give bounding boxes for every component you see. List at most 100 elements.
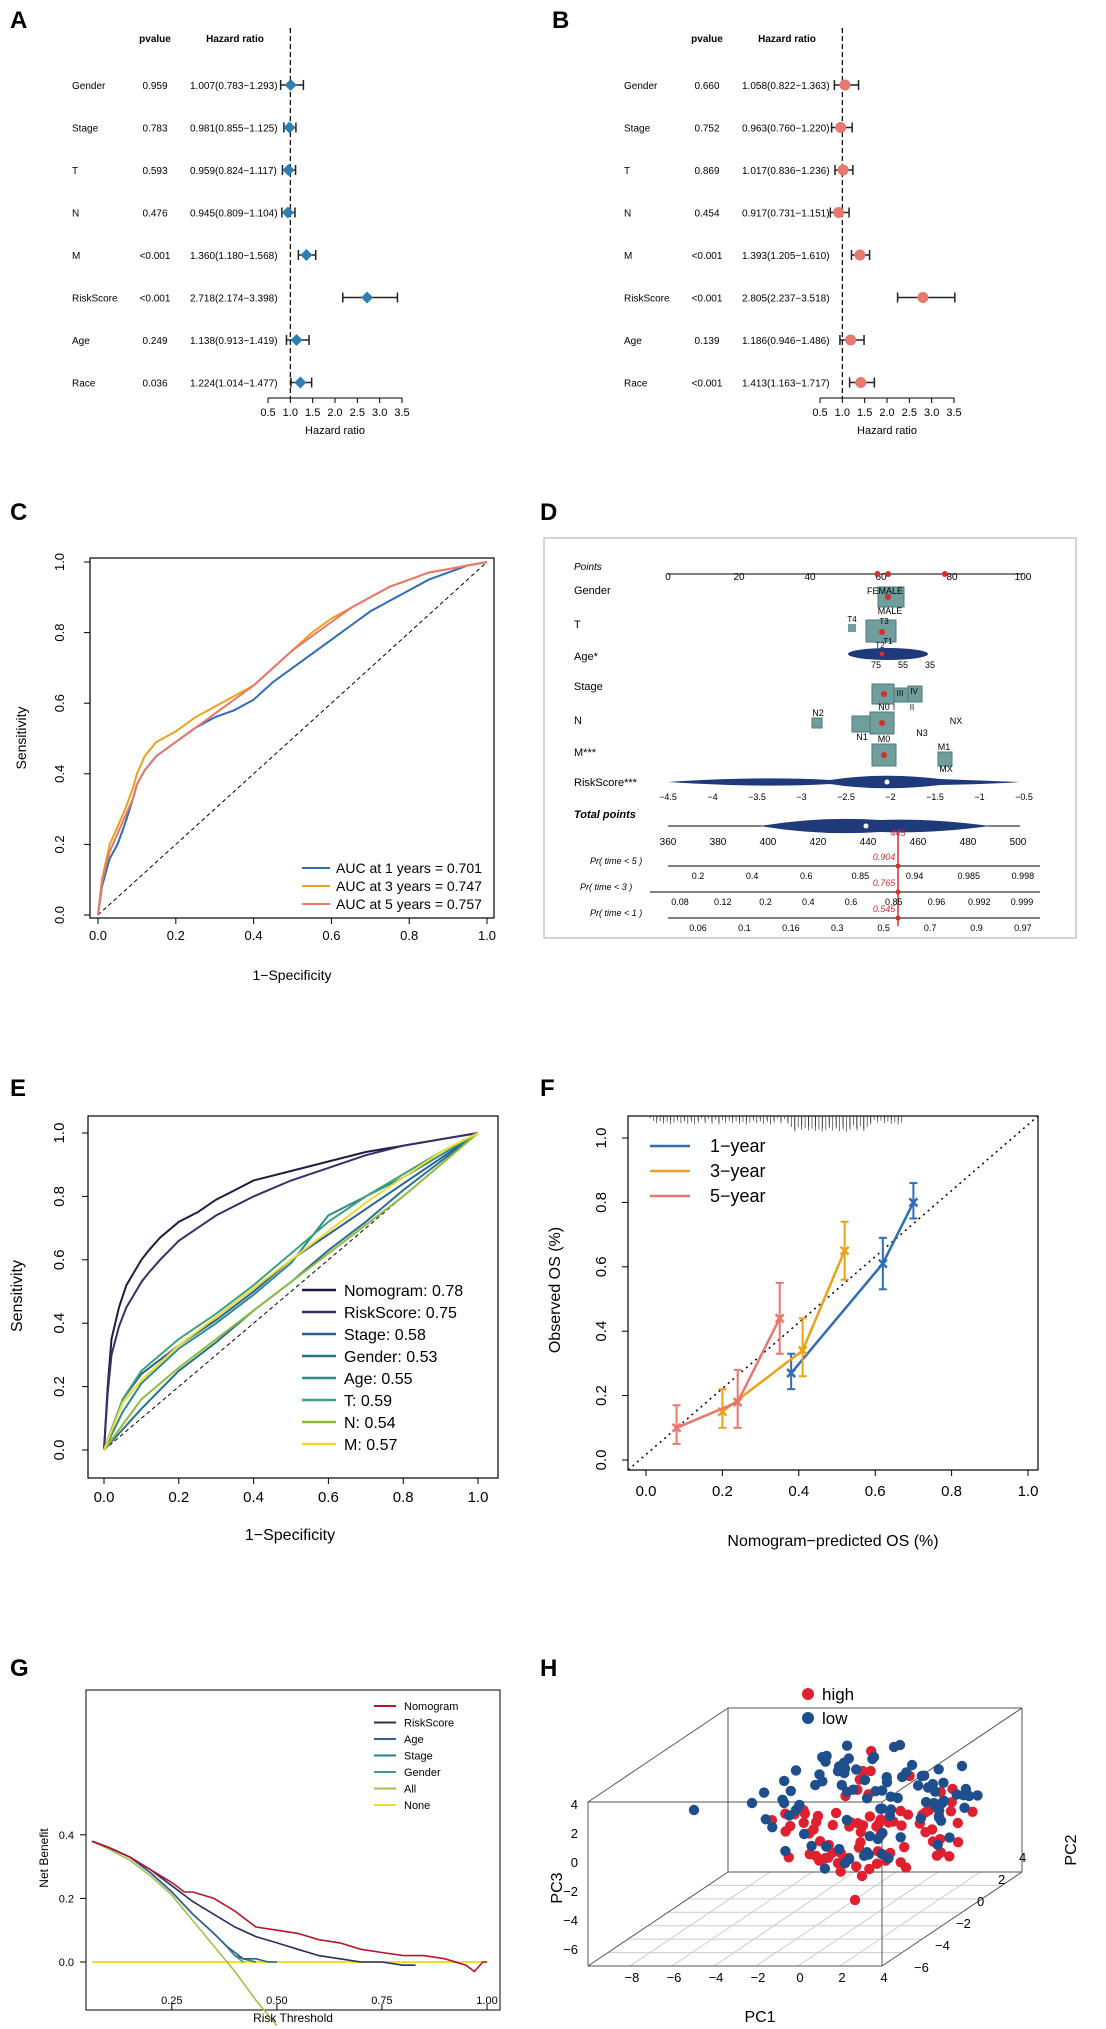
pc2-axis-title: PC2 [1063, 1834, 1080, 1865]
probability-tick-label: 0.5 [877, 923, 890, 933]
n-marker [879, 720, 885, 726]
variable-label: N [574, 715, 582, 727]
probability-tick-label: 0.94 [906, 871, 924, 881]
probability-tick-label: 0.06 [689, 923, 707, 933]
calibration-point [732, 1397, 743, 1407]
point-low [861, 1793, 873, 1804]
probability-tick-label: 0.96 [928, 897, 946, 907]
x-axis-title: Nomogram−predicted OS (%) [727, 1533, 938, 1550]
pc3-tick-label: 4 [571, 1797, 578, 1812]
row-pvalue: 0.593 [142, 166, 167, 177]
point-high [952, 1837, 964, 1848]
row-label: RiskScore [72, 294, 118, 305]
level-label: I [893, 703, 895, 712]
legend-marker [802, 1712, 814, 1724]
calibration-point [877, 1258, 888, 1269]
plot-frame [85, 1689, 501, 2011]
box-edge [587, 1871, 729, 1967]
row-pvalue: 0.036 [142, 379, 167, 390]
level-label: T3 [879, 617, 889, 626]
y-tick-label: 0.4 [52, 765, 67, 783]
variable-label: T [574, 619, 581, 631]
probability-tick-label: 0.85 [852, 871, 870, 881]
legend-label: RiskScore: 0.75 [344, 1305, 457, 1322]
points-tick-label: 60 [875, 572, 887, 583]
floor-grid-line [839, 1871, 981, 1967]
x-tick-label: 0.25 [161, 1995, 182, 2007]
point-low [851, 1764, 862, 1775]
roc-chart-e: 0.0 0.0 0.2 0.2 0.4 0.4 0.6 0.6 0.8 0.8 1.0 1.0 1−Sp… [9, 1115, 499, 1544]
floor-grid-line [797, 1871, 939, 1967]
panel-label-e: E [10, 1075, 26, 1102]
stage-marker [881, 691, 887, 697]
total-tick-label: 400 [760, 837, 777, 848]
probability-tick-label: 0.992 [968, 897, 991, 907]
points-tick-label: 20 [733, 572, 745, 583]
row-hazard-ratio-text: 1.393(1.205−1.610) [742, 251, 830, 262]
point-low [767, 1822, 778, 1833]
row-hazard-ratio-text: 0.963(0.760−1.220) [742, 124, 830, 135]
point-low [779, 1775, 790, 1787]
points-tick-label: 40 [804, 572, 816, 583]
pc1-tick-label: −4 [709, 1970, 724, 1985]
panel-label-f: F [540, 1075, 555, 1102]
point-high [855, 1826, 866, 1838]
roc-curve-6 [103, 1132, 479, 1451]
point-low [842, 1786, 853, 1798]
ideal-reference [627, 1115, 1039, 1471]
points-marker [941, 571, 948, 577]
calibration-point [774, 1313, 785, 1324]
point-low [897, 1771, 908, 1783]
roc-curve-1 [103, 1132, 479, 1451]
hazard-ratio-marker [839, 79, 851, 91]
legend-label: Stage [404, 1751, 433, 1763]
level-label: IV [910, 687, 918, 696]
age-marker [879, 651, 885, 657]
row-pvalue: 0.476 [142, 209, 167, 220]
point-low [875, 1803, 886, 1815]
row-hazard-ratio-text: 1.007(0.783−1.293) [190, 81, 278, 92]
y-tick-label: 0.8 [593, 1192, 610, 1213]
point-high [899, 1841, 910, 1853]
row-label: Stage [624, 124, 651, 135]
y-tick-label: 0.0 [59, 1957, 74, 1969]
point-low [785, 1785, 796, 1797]
stage-box [907, 685, 923, 703]
probability-tick-label: 0.97 [1014, 923, 1032, 933]
box-edge [881, 1707, 1023, 1803]
panel-label-d: D [540, 499, 557, 526]
level-label: N1 [856, 732, 868, 742]
level-label: M0 [878, 734, 891, 744]
riskscore-tick-label: −1.5 [926, 792, 944, 802]
point-low [858, 1850, 870, 1862]
x-tick-label: 3.5 [394, 407, 409, 419]
point-low [688, 1804, 700, 1816]
point-low [839, 1767, 850, 1779]
y-tick-label: 0.0 [51, 1440, 68, 1461]
probability-tick-label: 0.985 [957, 871, 980, 881]
point-low [912, 1780, 924, 1791]
hazard-ratio-marker [835, 122, 847, 133]
x-tick-label: 0.4 [243, 1489, 264, 1506]
probability-label: Pr( time < 3 ) [580, 882, 632, 892]
point-low [935, 1815, 947, 1827]
row-label: M [624, 251, 632, 262]
row-label: Age [72, 336, 90, 347]
point-high [871, 1858, 883, 1869]
column-header-pvalue: pvalue [139, 34, 171, 45]
level-label: N0 [878, 702, 890, 712]
legend-label: 1−year [710, 1136, 766, 1156]
point-high [830, 1807, 842, 1819]
y-axis-title: Sensitivity [13, 706, 29, 769]
legend-label: None [404, 1800, 430, 1812]
pc2-tick-label: 4 [1019, 1850, 1026, 1865]
pc1-tick-label: −6 [667, 1970, 682, 1985]
x-tick-label: 0.8 [393, 1489, 414, 1506]
legend-label: AUC at 1 years = 0.701 [336, 860, 482, 876]
x-tick-label: 1.00 [476, 1995, 497, 2007]
point-high [849, 1894, 861, 1906]
panel-label-b: B [552, 7, 569, 34]
level-label: NX [950, 716, 963, 726]
y-axis-title: Observed OS (%) [547, 1227, 564, 1353]
total-tick-label: 480 [960, 837, 977, 848]
